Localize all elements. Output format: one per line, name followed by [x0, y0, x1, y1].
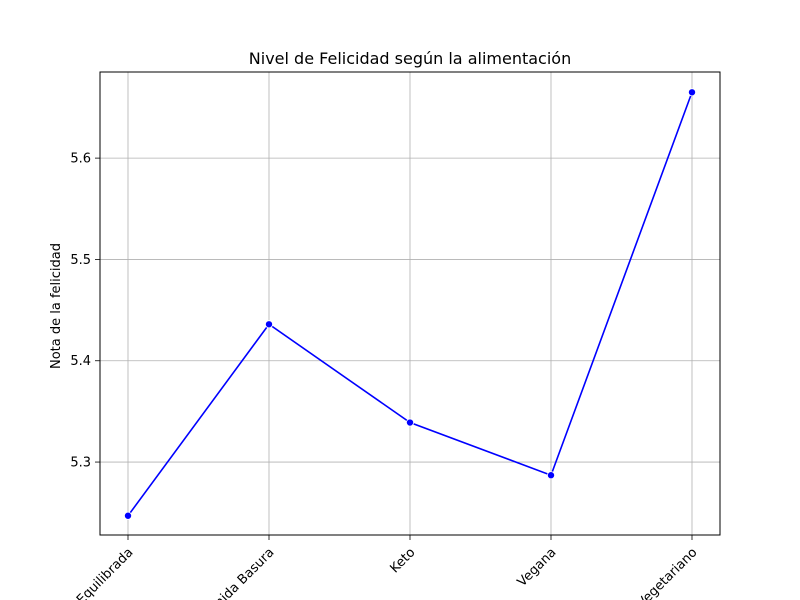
x-axis-ticks: Equilibrada Comida Basura Keto Vegana Vegeta…: [74, 535, 701, 600]
x-tick-label: Vegetariano: [635, 545, 701, 600]
data-point: [264, 320, 273, 329]
data-point: [405, 418, 414, 427]
x-tick-label: Equilibrada: [74, 545, 136, 600]
y-axis-label: Nota de la felicidad: [49, 243, 64, 369]
y-tick-label: 5.5: [70, 253, 91, 268]
data-points: [124, 88, 697, 520]
grid-lines: [100, 72, 720, 535]
data-point: [688, 88, 697, 97]
chart-title: Nivel de Felicidad según la alimentación: [249, 49, 571, 68]
data-point: [124, 511, 133, 520]
y-axis-ticks: 5.3 5.4 5.5 5.6: [70, 152, 100, 471]
y-tick-label: 5.4: [70, 354, 91, 369]
x-tick-label: Vegana: [515, 545, 560, 590]
y-tick-label: 5.3: [70, 456, 91, 471]
x-tick-label: Keto: [387, 545, 418, 576]
x-tick-label: Comida Basura: [197, 545, 278, 600]
data-point: [547, 471, 556, 480]
y-tick-label: 5.6: [70, 152, 91, 167]
